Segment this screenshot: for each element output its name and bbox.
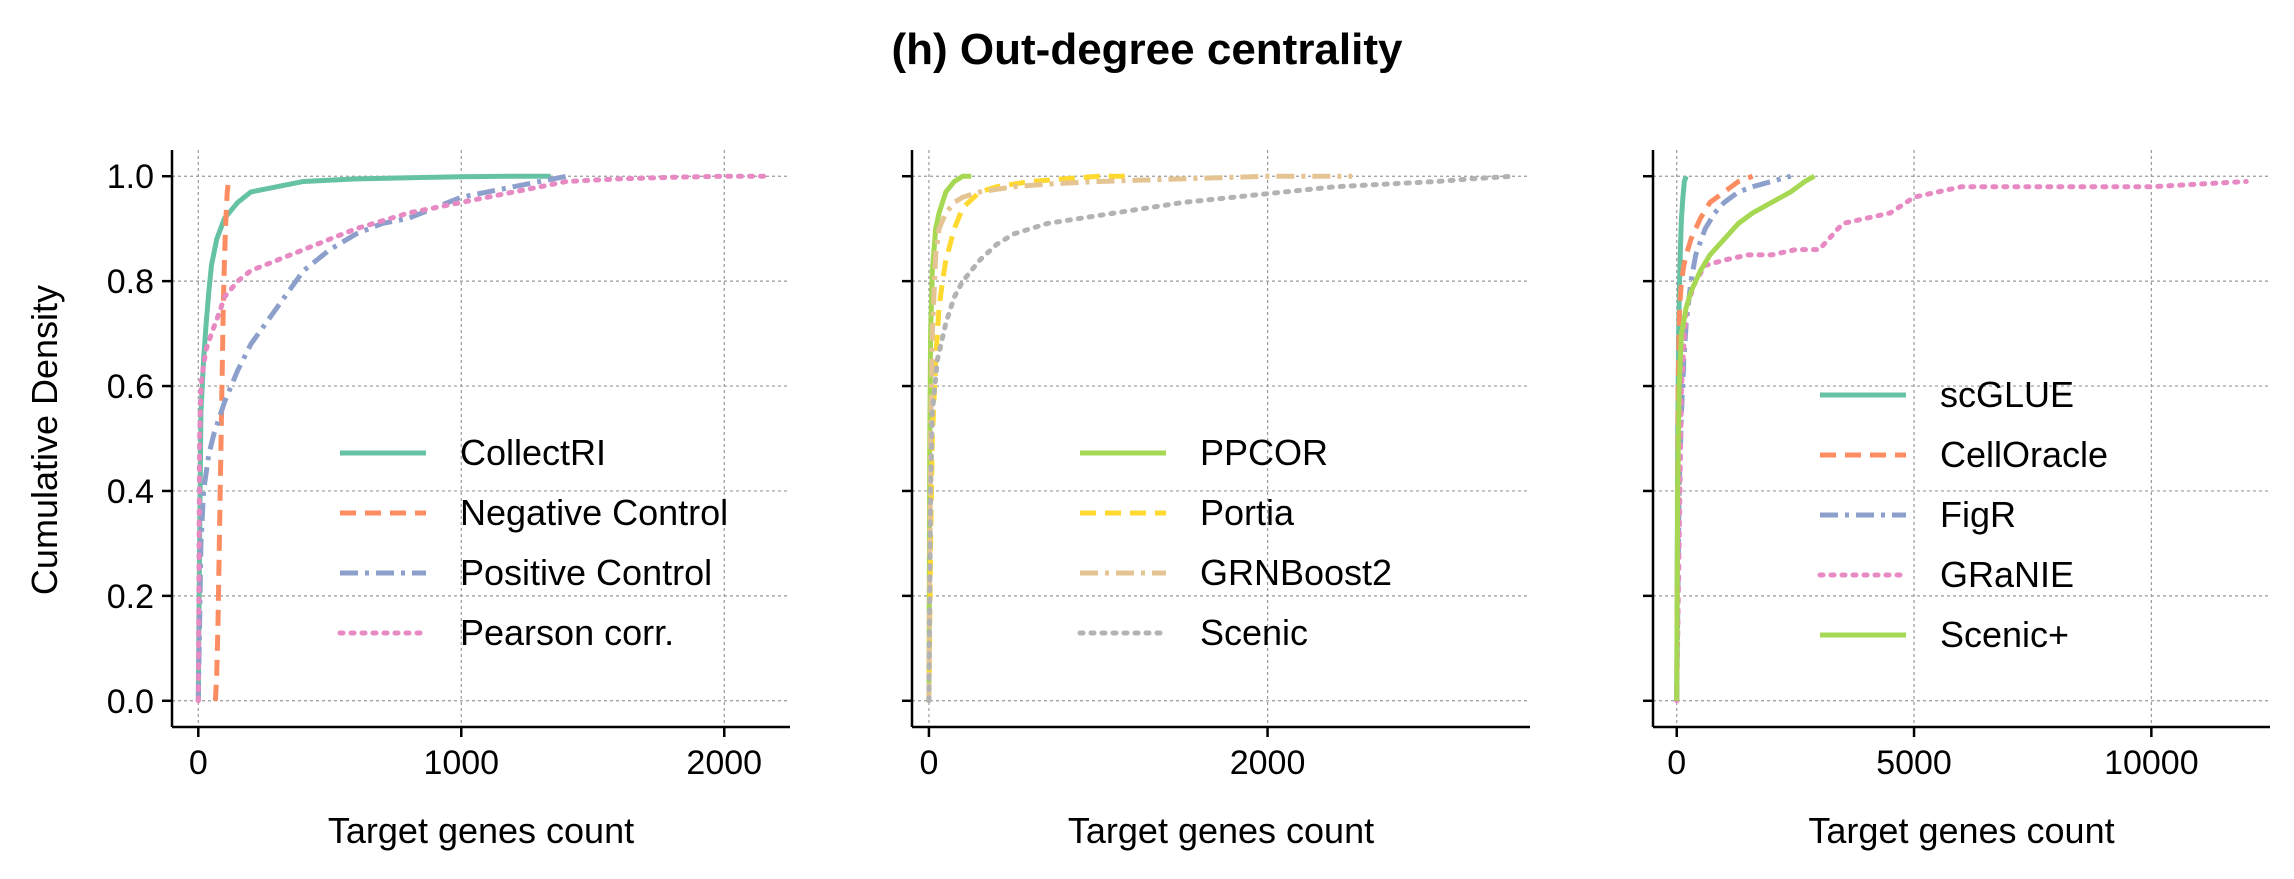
figure-title: (h) Out-degree centrality xyxy=(892,25,1403,74)
series-line-celloracle xyxy=(1674,173,1754,701)
legend-label: GRaNIE xyxy=(1940,554,2074,595)
y-axis-label: Cumulative Density xyxy=(24,285,65,595)
y-tick-label: 0.4 xyxy=(107,473,154,511)
series-line-negative-control xyxy=(212,175,233,701)
y-tick-label: 0.6 xyxy=(107,368,154,406)
legend-label: Pearson corr. xyxy=(460,612,674,653)
x-tick-label: 10000 xyxy=(2104,744,2199,782)
legend-label: Scenic+ xyxy=(1940,614,2069,655)
y-tick-label: 0.8 xyxy=(107,263,154,301)
legend: CollectRI Negative Control Positive Contro… xyxy=(337,432,728,653)
series-line-pearson-corr- xyxy=(195,173,767,704)
x-axis-label: Target genes count xyxy=(328,810,634,851)
series-line-positive-control xyxy=(195,173,567,701)
series-line-scenic- xyxy=(1674,174,1816,701)
series-line-granie xyxy=(1674,178,2249,704)
legend: scGLUE CellOracle FigR GRaNIE Scenic+ xyxy=(1817,374,2108,655)
x-tick-label: 0 xyxy=(189,744,208,782)
x-tick-label: 2000 xyxy=(1230,744,1306,782)
series-line-portia xyxy=(926,173,1133,701)
panel-left: 0 1000 2000 0.0 0.2 0.4 0.6 0.8 1.0 Target genes … xyxy=(107,150,790,851)
series-line-scenic xyxy=(926,173,1516,704)
x-tick-label: 0 xyxy=(1667,744,1686,782)
legend-label: Negative Control xyxy=(460,492,728,533)
legend-label: CellOracle xyxy=(1940,434,2108,475)
legend-label: FigR xyxy=(1940,494,2016,535)
series-line-grnboost2 xyxy=(926,173,1353,701)
legend-label: GRNBoost2 xyxy=(1200,552,1392,593)
x-tick-label: 2000 xyxy=(686,744,762,782)
legend-label: scGLUE xyxy=(1940,374,2074,415)
x-axis-label: Target genes count xyxy=(1068,810,1374,851)
y-tick-label: 0.2 xyxy=(107,578,154,616)
legend-label: Scenic xyxy=(1200,612,1308,653)
y-tick-label: 0.0 xyxy=(107,683,154,721)
x-axis-label: Target genes count xyxy=(1808,810,2114,851)
y-tick-label: 1.0 xyxy=(107,158,154,196)
legend-label: CollectRI xyxy=(460,432,606,473)
legend-label: PPCOR xyxy=(1200,432,1328,473)
legend-label: Positive Control xyxy=(460,552,712,593)
x-tick-label: 5000 xyxy=(1876,744,1952,782)
x-tick-label: 1000 xyxy=(423,744,499,782)
panel-right: 0 5000 10000 Target genes count scGLUE CellOr… xyxy=(1643,150,2270,851)
panel-middle: 0 2000 Target genes count PPCOR Portia GRNBoo… xyxy=(902,150,1530,851)
legend: PPCOR Portia GRNBoost2 Scenic xyxy=(1077,432,1392,653)
legend-label: Portia xyxy=(1200,492,1295,533)
x-tick-label: 0 xyxy=(919,744,938,782)
